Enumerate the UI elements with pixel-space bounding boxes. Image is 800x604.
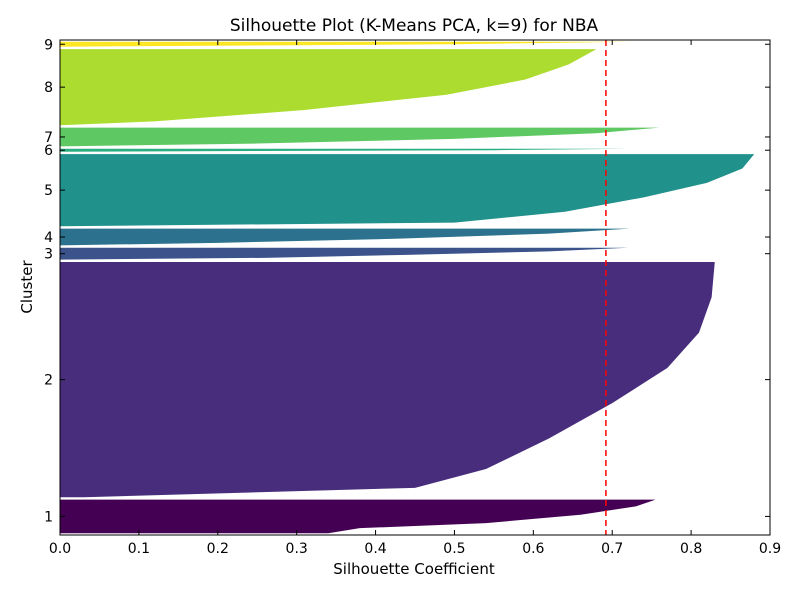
x-tick-label: 0.8 bbox=[680, 541, 702, 557]
x-axis-label: Silhouette Coefficient bbox=[333, 560, 495, 578]
chart-title: Silhouette Plot (K-Means PCA, k=9) for N… bbox=[230, 16, 599, 36]
cluster-7-silhouette bbox=[60, 127, 660, 147]
tick-layer: 0.0 0.1 0.2 0.3 0.4 0.5 0.6 0.7 0.8 0.9 1 2 34 5 67 8 9 bbox=[44, 37, 781, 557]
cluster-3-silhouette bbox=[60, 247, 628, 260]
x-tick-label: 0.0 bbox=[49, 541, 71, 557]
y-tick-label: 3 bbox=[44, 247, 53, 263]
x-tick-label: 0.6 bbox=[522, 541, 544, 557]
x-tick-label: 0.9 bbox=[759, 541, 781, 557]
y-tick-label: 5 bbox=[44, 183, 53, 199]
cluster-5-silhouette bbox=[60, 154, 755, 227]
cluster-4-silhouette bbox=[60, 228, 630, 246]
x-tick-label: 0.3 bbox=[286, 541, 308, 557]
y-tick-label: 8 bbox=[44, 80, 53, 96]
y-tick-label: 7 bbox=[44, 130, 53, 146]
y-tick-label: 1 bbox=[44, 509, 53, 525]
x-tick-label: 0.4 bbox=[364, 541, 386, 557]
cluster-8-silhouette bbox=[60, 49, 597, 126]
cluster-1-silhouette bbox=[60, 499, 656, 534]
x-tick-label: 0.7 bbox=[601, 541, 623, 557]
cluster-9-silhouette bbox=[60, 41, 632, 47]
y-axis-label: Cluster bbox=[18, 260, 36, 314]
y-tick-label: 2 bbox=[44, 373, 53, 389]
axes-frame bbox=[59, 39, 771, 536]
x-tick-label: 0.2 bbox=[207, 541, 229, 557]
x-tick-label: 0.5 bbox=[443, 541, 465, 557]
cluster-6-silhouette bbox=[60, 148, 628, 152]
y-tick-label: 6 bbox=[44, 143, 53, 159]
y-tick-label: 9 bbox=[44, 37, 53, 53]
plot-layer bbox=[60, 40, 755, 535]
x-tick-label: 0.1 bbox=[128, 541, 150, 557]
cluster-2-silhouette bbox=[60, 261, 715, 498]
y-tick-label: 4 bbox=[44, 230, 53, 246]
